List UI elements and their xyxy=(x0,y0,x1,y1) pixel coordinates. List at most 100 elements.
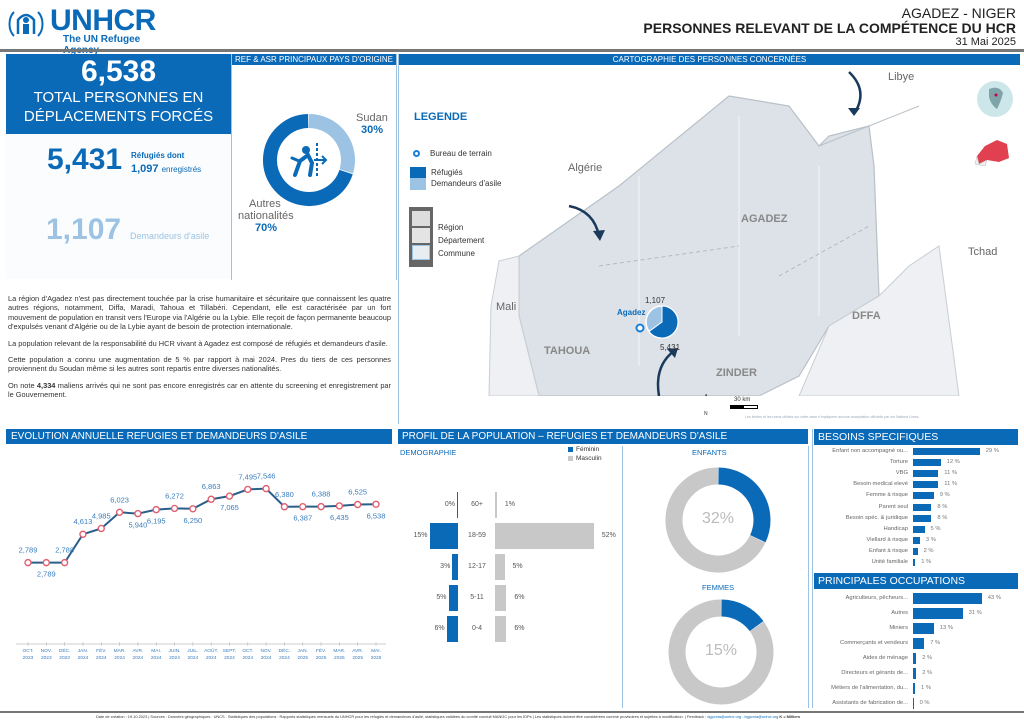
x-tick-label: 2024 xyxy=(224,655,235,661)
map-country-libye: Libye xyxy=(888,71,915,83)
narrative-p1: La région d'Agadez n'est pas directement… xyxy=(8,294,391,332)
bar-female xyxy=(429,523,458,549)
needs-value-label: 11 % xyxy=(944,470,958,477)
kpi-asylum-label: Demandeurs d'asile xyxy=(130,231,210,241)
occupation-category-label: Directeurs et gérants de... xyxy=(841,670,908,676)
data-point xyxy=(152,505,160,514)
needs-bar-chart: Enfant non accompagné ou... 29 % Torture 12… xyxy=(812,445,1020,570)
data-point xyxy=(97,524,105,533)
logo-name: UNHCR xyxy=(50,4,156,37)
needs-category-label: Parent seul xyxy=(878,503,908,510)
needs-category-label: Torture xyxy=(889,459,908,466)
needs-category-label: Enfant non accompagné ou... xyxy=(832,448,908,454)
footer: Date de création : 19.10.2023 | Sources … xyxy=(96,714,1020,719)
data-point xyxy=(317,502,325,511)
women-rest-slice xyxy=(668,599,774,705)
data-label: 6,272 xyxy=(165,491,184,500)
occupation-category-label: Miniers xyxy=(889,625,908,631)
data-label: 6,195 xyxy=(147,517,166,526)
map-north-label: N xyxy=(704,411,708,417)
footer-text: Date de création : 19.10.2023 | Sources … xyxy=(96,714,707,719)
occupation-category-label: Aides de ménage xyxy=(862,655,908,661)
map-title: CARTOGRAPHIE DES PERSONNES CONCERNÉES xyxy=(399,54,1020,65)
header-date: 31 Mai 2025 xyxy=(955,36,1016,48)
data-point xyxy=(79,530,87,538)
bar-male xyxy=(495,554,505,580)
x-tick-label: DÉC. xyxy=(279,647,290,654)
occupation-bar xyxy=(913,638,925,649)
needs-bar xyxy=(913,470,939,478)
needs-bar xyxy=(913,525,925,533)
origin-other-label-1: Autres xyxy=(249,198,281,210)
origin-panel: REF & ASR PRINCIPAUX PAYS D'ORIGINE xyxy=(231,54,397,280)
occupation-category-label: Commerçants et vendeurs xyxy=(840,640,908,646)
occupation-value-label: 31 % xyxy=(968,610,982,616)
data-point xyxy=(42,558,51,567)
occupation-bar xyxy=(913,668,917,679)
map-legend-title: LEGENDE xyxy=(414,111,468,123)
data-label: 6,435 xyxy=(330,513,349,522)
north-arrow-icon xyxy=(705,393,707,396)
needs-value-label: 12 % xyxy=(946,459,960,466)
data-label: 6,863 xyxy=(202,482,221,491)
occupation-value-label: 13 % xyxy=(939,625,954,631)
data-label: 7,495 xyxy=(238,472,257,481)
x-tick-label: 2025 xyxy=(334,655,345,661)
x-tick-label: 2025 xyxy=(316,655,327,661)
legend-asylum-label: Demandeurs d'asile xyxy=(431,179,502,188)
children-title: ENFANTS xyxy=(692,448,727,457)
needs-value-label: 8 % xyxy=(937,514,948,521)
map-scale-bar xyxy=(730,405,758,409)
needs-value-label: 2 % xyxy=(923,547,934,554)
needs-bar xyxy=(913,536,920,544)
needs-value-label: 11 % xyxy=(944,481,958,488)
data-label: 4,613 xyxy=(74,517,93,526)
legend-boundaries-swatch xyxy=(409,207,433,267)
x-tick-label: FÉV. xyxy=(96,647,106,654)
kpi-refugees-label: Réfugiés dont xyxy=(131,151,185,160)
kpi-registered-label: enregistrés xyxy=(161,165,202,174)
profile-title: PROFIL DE LA POPULATION – REFUGIES ET DE… xyxy=(398,429,808,444)
bar-male xyxy=(495,492,497,518)
occupation-value-label: 2 % xyxy=(922,670,933,676)
narrative-p3: Cette population a connu une augmentatio… xyxy=(8,355,391,374)
needs-category-label: Viellard à risque xyxy=(866,536,908,543)
x-tick-label: 2024 xyxy=(261,655,272,661)
demo-legend-female: Féminin xyxy=(576,446,600,453)
narrative-p4-b: 4,334 xyxy=(36,380,56,390)
kpi-panel-bg xyxy=(6,134,231,279)
map-disclaimer: Les limites et les noms utilisés sur cet… xyxy=(745,415,920,419)
data-label: 6,525 xyxy=(348,488,367,497)
legend-office-label: Bureau de terrain xyxy=(430,149,492,158)
occupation-bar xyxy=(913,653,917,664)
needs-bar xyxy=(913,492,934,500)
legend-office-icon xyxy=(413,150,420,157)
demographics-pyramid: 0% 1% 60+ 15% 52% 18-59 3% 5% 12-17 5% 6% 5-11 6% 6% 0… xyxy=(398,490,622,650)
occupation-bar xyxy=(913,683,915,694)
needs-bar xyxy=(913,481,939,489)
male-value-label: 5% xyxy=(512,563,523,570)
data-label: 6,538 xyxy=(367,511,386,520)
data-point xyxy=(170,504,179,513)
legend-refugee-swatch xyxy=(410,167,426,178)
occupation-value-label: 1 % xyxy=(921,685,931,691)
footer-unit: K = Milliers xyxy=(779,714,801,719)
x-tick-label: OCT. xyxy=(23,648,34,654)
occupation-category-label: Assistants de fabrication de... xyxy=(832,700,908,706)
map-arrow-south xyxy=(656,350,675,396)
legend-asylum-swatch xyxy=(410,178,426,190)
bar-female xyxy=(452,554,458,580)
kpi-total-label-2: DÉPLACEMENTS FORCÉS xyxy=(23,108,214,125)
footer-links[interactable]: dgpcnia@unhcr.org - bgpcnia@unhcr.org xyxy=(707,714,779,719)
needs-category-label: VBG xyxy=(895,470,908,477)
map-region-agadez-label: AGADEZ xyxy=(741,213,788,225)
x-tick-label: 2024 xyxy=(96,655,107,661)
women-title: FEMMES xyxy=(702,583,735,592)
occupation-value-label: 2 % xyxy=(922,655,933,661)
occupation-bar xyxy=(913,698,914,709)
x-tick-label: MAI. xyxy=(151,648,161,654)
profile-divider xyxy=(622,446,623,708)
unhcr-emblem-icon xyxy=(8,11,44,37)
demo-legend-female-swatch xyxy=(568,447,573,452)
x-tick-label: DÉC. xyxy=(59,647,70,654)
